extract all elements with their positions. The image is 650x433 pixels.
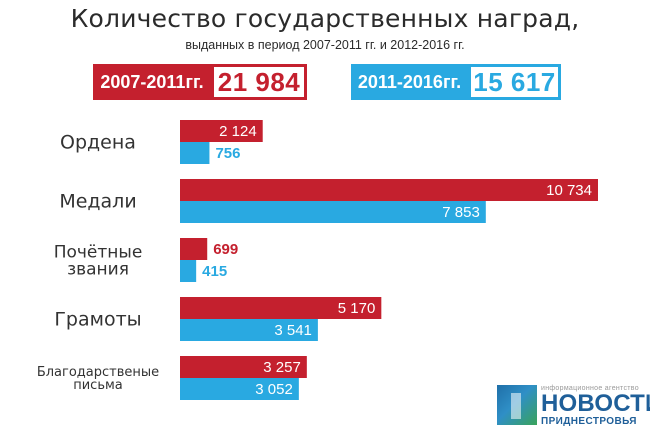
category-label: Грамоты	[54, 309, 141, 331]
category-label: Медали	[59, 191, 136, 213]
category-label: письма	[73, 378, 123, 393]
bar-value-label: 3 052	[255, 381, 293, 398]
bar-value-label: 2 124	[219, 123, 257, 140]
total-box-2011-2016: 2011-2016гг. 15 617	[351, 64, 561, 100]
total-value-2007-2011: 21 984	[211, 64, 307, 100]
bar-2011-2016	[180, 142, 210, 164]
logo-agency-text: информационное агентство	[541, 385, 639, 392]
category-label: звания	[67, 259, 129, 279]
bar-2007-2011	[180, 297, 382, 319]
bar-value-label: 5 170	[338, 300, 376, 317]
total-value-2011-2016: 15 617	[468, 64, 561, 100]
bar-2011-2016	[180, 201, 486, 223]
bar-2011-2016	[180, 319, 318, 341]
bar-2007-2011	[180, 179, 598, 201]
bar-value-label: 7 853	[442, 204, 480, 221]
logo-name-line1: НОВОСТИ	[541, 390, 650, 417]
chart-subtitle: выданных в период 2007-2011 гг. и 2012-2…	[185, 38, 465, 52]
category-label: Почётные	[54, 242, 143, 262]
total-label-2007-2011: 2007-2011гг.	[93, 64, 211, 100]
total-box-2007-2011: 2007-2011гг. 21 984	[93, 64, 307, 100]
chart-title: Количество государственных наград,	[70, 4, 580, 33]
category-label: Благодарственые	[37, 365, 159, 380]
bar-value-label: 3 257	[263, 359, 301, 376]
bar-2011-2016	[180, 260, 197, 282]
logo-name-line2: ПРИДНЕСТРОВЬЯ	[541, 416, 637, 427]
bar-2011-2016	[180, 378, 299, 400]
bar-value-label: 699	[213, 241, 238, 258]
bar-value-label: 3 541	[274, 322, 312, 339]
bar-2007-2011	[180, 238, 208, 260]
bar-2007-2011	[180, 120, 263, 142]
bar-value-label: 10 734	[546, 182, 592, 199]
category-label: Ордена	[60, 132, 136, 154]
bar-value-label: 756	[215, 145, 240, 162]
total-label-2011-2016: 2011-2016гг.	[351, 64, 468, 100]
bar-2007-2011	[180, 356, 307, 378]
novosti-logo: информационное агентство НОВОСТИ ПРИДНЕС…	[497, 383, 650, 429]
bar-value-label: 415	[202, 263, 227, 280]
logo-mark-icon	[497, 385, 537, 425]
